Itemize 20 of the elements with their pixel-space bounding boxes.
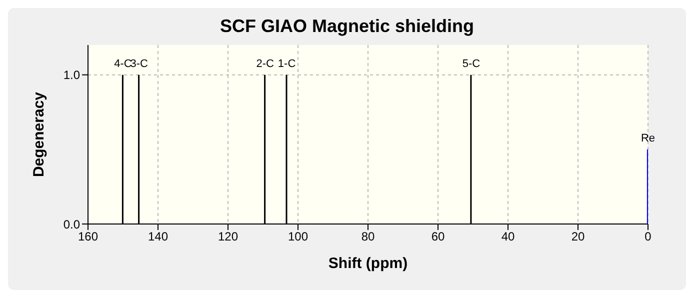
x-tick-label: 40 — [501, 230, 515, 244]
chart-title: SCF GIAO Magnetic shielding — [218, 16, 476, 37]
x-tick-label: 60 — [431, 230, 445, 244]
y-axis-title: Degeneracy — [30, 91, 48, 178]
x-tick-label: 100 — [288, 230, 308, 244]
y-tick-label: 1.0 — [63, 68, 80, 82]
x-tick-label: 140 — [148, 230, 168, 244]
x-tick-label: 20 — [571, 230, 585, 244]
x-tick-label: 160 — [78, 230, 98, 244]
x-tick-label: 0 — [644, 230, 652, 244]
annotation: 1-C — [278, 58, 296, 70]
annotation: 4-C — [114, 58, 132, 70]
x-tick-label: 80 — [361, 230, 375, 244]
annotation: 5-C — [462, 58, 480, 70]
annotation: Re — [640, 132, 656, 144]
x-axis-title: Shift (ppm) — [328, 255, 408, 272]
y-tick-label: 0.0 — [63, 217, 80, 232]
annotation: 2-C — [256, 58, 274, 70]
annotation: 3-C — [130, 58, 148, 70]
x-tick-label: 120 — [218, 230, 238, 244]
